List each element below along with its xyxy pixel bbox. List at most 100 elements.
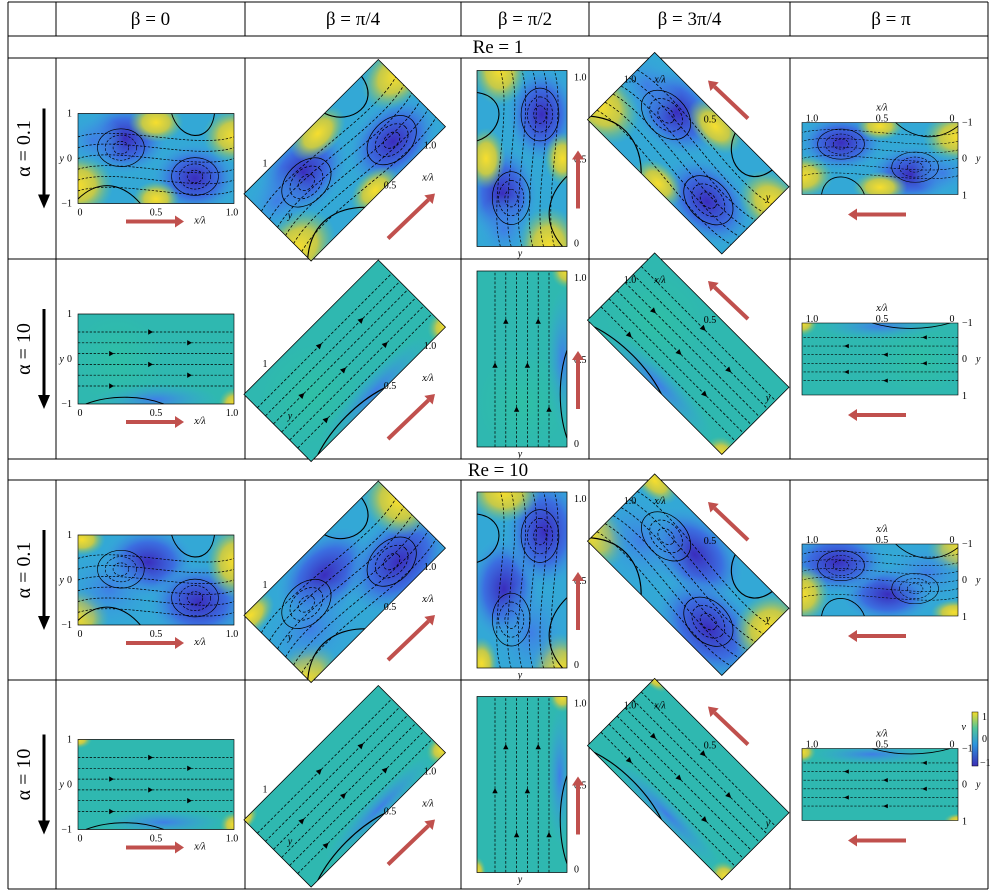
x-axis-label: x/λ — [875, 524, 888, 535]
vortex-loop — [491, 171, 531, 225]
flow-arrow — [524, 788, 531, 794]
streamline — [802, 129, 958, 136]
streamline — [802, 146, 958, 154]
column-header: β = π/4 — [326, 9, 381, 30]
axes-beta-pi2: 1.0 0.5 0 y — [517, 699, 587, 886]
contour-field — [477, 492, 568, 668]
streamline — [518, 492, 526, 668]
axes-beta-pi: 1.0 0.5 0 x/λ −1 0 1 y — [806, 524, 981, 623]
streamline — [620, 85, 756, 221]
flow-arrow — [844, 769, 849, 774]
streamlines — [78, 329, 234, 405]
streamline — [78, 586, 234, 595]
y-tick: 1 — [962, 612, 967, 623]
streamlines — [78, 754, 234, 830]
vortex-loop — [825, 555, 857, 576]
panel-frame — [243, 480, 446, 684]
axes-beta-pi2: 1.0 0.5 0 y — [517, 494, 587, 681]
contour-blob — [477, 127, 506, 190]
y-tick: −1 — [962, 539, 973, 550]
axes-beta-pi2: 1.0 0.5 0 y — [517, 273, 587, 460]
x-tick: 0 — [950, 535, 955, 546]
y-axis-label: y — [765, 393, 771, 404]
flow-arrow — [492, 788, 498, 794]
flow-direction-arrow — [708, 502, 750, 542]
vortex-loop — [906, 161, 924, 173]
x-tick: 1.0 — [574, 494, 587, 505]
flow-direction-arrow — [126, 841, 184, 854]
vortex-loop — [491, 592, 531, 647]
separatrix — [477, 91, 500, 142]
section-label: Re = 10 — [468, 460, 528, 481]
separatrix — [548, 175, 568, 247]
flow-arrow — [187, 372, 192, 378]
streamline — [628, 499, 764, 635]
streamline — [277, 92, 413, 228]
streamline — [297, 738, 433, 874]
separatrix — [171, 113, 215, 136]
field-background — [243, 685, 446, 888]
arrow-head — [708, 281, 719, 292]
flow-arrow — [322, 842, 329, 849]
arrow-head — [175, 215, 184, 228]
flow-arrow — [535, 318, 541, 324]
streamline — [620, 507, 756, 643]
x-axis-label: x/λ — [653, 75, 666, 86]
axes-beta-0: 10−1y0 0.5 1.0x/λ — [59, 109, 239, 227]
panel-beta-3pi4 — [586, 252, 790, 455]
streamline — [802, 550, 958, 558]
contour-blob — [477, 193, 532, 247]
flow-arrow — [109, 776, 114, 782]
x-tick: 0.5 — [876, 740, 889, 751]
section-label: Re = 1 — [473, 37, 524, 58]
x-axis-label: x/λ — [421, 373, 434, 384]
x-axis-label: x/λ — [421, 594, 434, 605]
column-header: β = π — [871, 9, 911, 30]
flow-direction-arrow — [386, 615, 435, 662]
y-axis-label: y — [59, 575, 65, 586]
vortex-loop — [366, 536, 417, 587]
axes-beta-pi4: 1 y 0.5 1.0 x/λ — [263, 141, 437, 222]
separatrix — [895, 122, 958, 138]
arrow-shaft — [386, 198, 430, 240]
panel-beta-pi — [801, 748, 959, 821]
contour-blob — [517, 206, 568, 247]
flow-arrow — [503, 744, 509, 750]
flow-arrow — [844, 343, 849, 349]
y-tick: 1 — [962, 391, 967, 402]
streamline — [600, 306, 736, 442]
y-tick: 1 — [67, 530, 72, 541]
contour-blob — [802, 565, 830, 616]
flow-arrow — [513, 832, 520, 838]
panel-frame — [77, 534, 235, 626]
axes-beta-pi4: 1 y 0.5 1.0 x/λ — [263, 767, 437, 848]
arrow-shaft — [713, 85, 750, 120]
contour-field — [78, 739, 234, 830]
vortex-loop — [533, 105, 547, 124]
y-tick: 1 — [263, 159, 268, 170]
axes-beta-pi: 1.0 0.5 0 x/λ −1 0 1 y — [806, 103, 981, 202]
flow-direction-arrow — [386, 819, 435, 866]
x-tick: 0.5 — [150, 408, 163, 419]
streamline — [78, 176, 234, 185]
vortex-loop — [104, 556, 137, 583]
streamline — [265, 706, 401, 842]
contour-blob — [549, 696, 568, 713]
y-axis-label: y — [287, 411, 293, 422]
gravity-arrow-head — [38, 395, 50, 409]
panel-frame — [801, 122, 959, 195]
vortex-loop — [891, 573, 939, 605]
x-axis-label: x/λ — [421, 173, 434, 184]
y-tick: −1 — [61, 825, 72, 836]
panel-frame — [586, 677, 790, 881]
x-tick: 1.0 — [624, 701, 637, 712]
arrow-head — [424, 615, 435, 626]
streamline — [78, 165, 234, 174]
gravity-arrow-head — [38, 194, 50, 209]
separatrix — [85, 396, 164, 405]
arrow-head — [175, 416, 184, 428]
contour-blob — [78, 113, 125, 168]
arrow-head — [848, 208, 857, 221]
flow-arrow — [922, 786, 927, 791]
vortex-loop — [527, 96, 553, 133]
